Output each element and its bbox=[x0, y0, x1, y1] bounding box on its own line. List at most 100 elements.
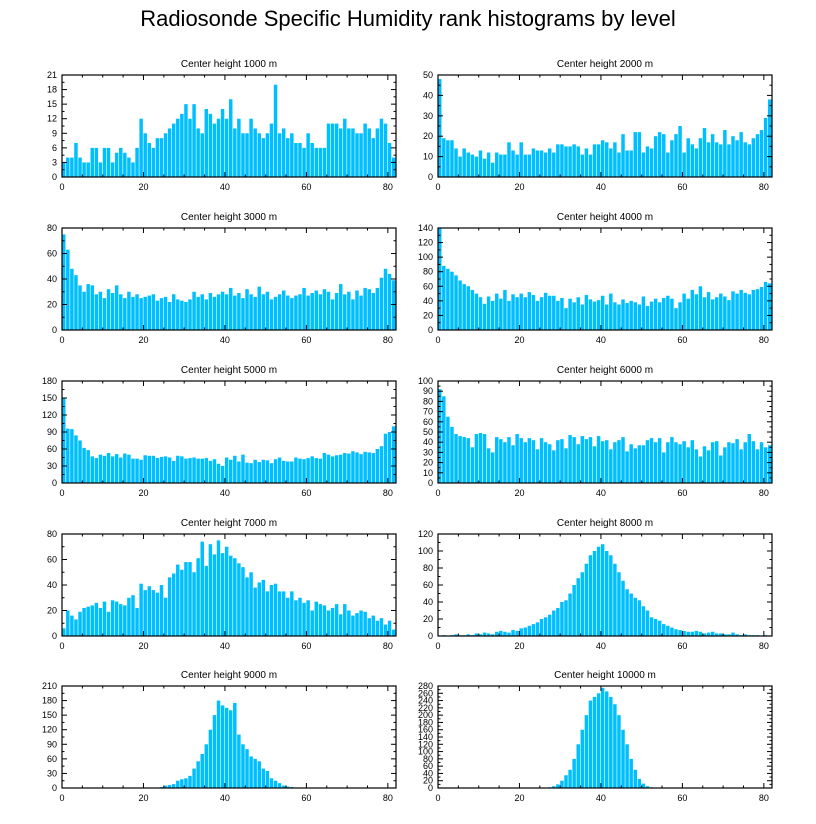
histogram-bar bbox=[257, 133, 261, 177]
x-tick-label: 20 bbox=[514, 641, 524, 651]
histogram-bar bbox=[163, 785, 168, 788]
histogram-bar bbox=[196, 458, 200, 483]
x-tick-label: 40 bbox=[596, 335, 606, 345]
histogram-bar bbox=[678, 302, 682, 330]
histogram-bar bbox=[139, 298, 143, 330]
histogram-bar bbox=[330, 123, 335, 177]
panel-title: Center height 10000 m bbox=[554, 670, 656, 681]
histogram-bar bbox=[363, 451, 367, 483]
histogram-bar bbox=[576, 146, 580, 177]
histogram-bar bbox=[474, 156, 479, 177]
y-tick-label: 18 bbox=[47, 85, 57, 95]
histogram-bar bbox=[192, 572, 196, 636]
histogram-bar bbox=[503, 631, 507, 636]
histogram-bar bbox=[556, 784, 560, 788]
histogram-bar bbox=[302, 287, 306, 330]
histogram-bar bbox=[147, 455, 152, 483]
histogram-bar bbox=[241, 133, 245, 177]
histogram-bar bbox=[552, 786, 556, 788]
histogram-bar bbox=[490, 452, 495, 483]
histogram-bar bbox=[596, 300, 601, 330]
histogram-bar bbox=[326, 123, 331, 177]
histogram-bar bbox=[375, 287, 380, 330]
histogram-bar bbox=[719, 455, 723, 483]
histogram-bar bbox=[98, 291, 103, 330]
histogram-bar bbox=[347, 610, 351, 636]
histogram-bar bbox=[224, 118, 229, 177]
histogram-bar bbox=[314, 290, 319, 330]
histogram-bar bbox=[286, 597, 290, 636]
histogram-bar bbox=[682, 630, 686, 636]
histogram-bar bbox=[355, 613, 359, 636]
histogram-bar bbox=[363, 287, 367, 330]
histogram-bar bbox=[180, 779, 184, 788]
histogram-bar bbox=[438, 389, 442, 483]
histogram-bar bbox=[755, 289, 760, 330]
histogram-bar bbox=[755, 449, 760, 483]
histogram-bar bbox=[273, 296, 278, 330]
histogram-bar bbox=[613, 563, 617, 636]
histogram-bar bbox=[171, 784, 176, 788]
histogram-bar bbox=[743, 142, 747, 177]
histogram-bar bbox=[751, 138, 756, 177]
histogram-bar bbox=[613, 442, 617, 483]
y-tick-label: 6 bbox=[52, 143, 57, 153]
x-tick-label: 20 bbox=[514, 182, 524, 192]
histogram-bar bbox=[98, 607, 103, 636]
histogram-bar bbox=[674, 134, 678, 177]
histogram-bar bbox=[560, 780, 564, 788]
histogram-bar bbox=[515, 297, 519, 330]
histogram-bar bbox=[735, 439, 739, 483]
histogram-bar bbox=[511, 150, 515, 177]
x-tick-label: 20 bbox=[138, 182, 148, 192]
histogram-bar bbox=[592, 696, 597, 788]
y-tick-label: 80 bbox=[423, 267, 433, 277]
x-tick-label: 40 bbox=[596, 793, 606, 803]
histogram-bar bbox=[706, 292, 711, 330]
histogram-bar bbox=[698, 456, 703, 483]
panel-title: Center height 9000 m bbox=[181, 670, 277, 681]
histogram-bar bbox=[560, 144, 564, 177]
histogram-bar bbox=[723, 447, 727, 483]
histogram-bar bbox=[249, 572, 253, 636]
histogram-bar bbox=[686, 631, 690, 636]
histogram-bar bbox=[277, 294, 282, 330]
panel-title: Center height 2000 m bbox=[557, 59, 653, 70]
histogram-bar bbox=[702, 446, 707, 483]
histogram-bar bbox=[306, 458, 310, 483]
histogram-bar bbox=[625, 589, 629, 636]
histogram-bar bbox=[442, 396, 446, 483]
histogram-bar bbox=[257, 286, 261, 330]
histogram-bar bbox=[245, 577, 249, 636]
histogram-bar bbox=[600, 295, 605, 330]
histogram-bar bbox=[387, 143, 392, 177]
histogram-bar bbox=[694, 630, 699, 636]
histogram-bar bbox=[666, 442, 670, 483]
histogram-bar bbox=[629, 444, 633, 483]
histogram-bar bbox=[629, 300, 633, 330]
x-tick-label: 40 bbox=[596, 182, 606, 192]
histogram-bar bbox=[257, 462, 261, 483]
histogram-bar bbox=[486, 296, 491, 330]
histogram-bar bbox=[237, 461, 241, 483]
histogram-bar bbox=[188, 562, 192, 636]
histogram-bar bbox=[702, 297, 707, 330]
histogram-bar bbox=[286, 295, 290, 330]
histogram-bar bbox=[159, 298, 164, 330]
histogram-bar bbox=[163, 597, 168, 636]
histogram-bar bbox=[281, 290, 286, 330]
histogram-bar bbox=[212, 715, 217, 788]
histogram-bar bbox=[119, 294, 123, 330]
histogram-bar bbox=[572, 758, 576, 788]
histogram-bar bbox=[564, 146, 568, 177]
histogram-bar bbox=[383, 433, 388, 483]
histogram-bar bbox=[188, 775, 192, 788]
y-tick-label: 3 bbox=[52, 157, 57, 167]
y-tick-label: 60 bbox=[423, 417, 433, 427]
histogram-bar bbox=[739, 449, 743, 483]
histogram-bar bbox=[556, 144, 560, 177]
histogram-bar bbox=[523, 442, 528, 483]
histogram-bar bbox=[143, 590, 147, 636]
histogram-bar bbox=[216, 294, 221, 330]
y-tick-label: 30 bbox=[423, 111, 433, 121]
